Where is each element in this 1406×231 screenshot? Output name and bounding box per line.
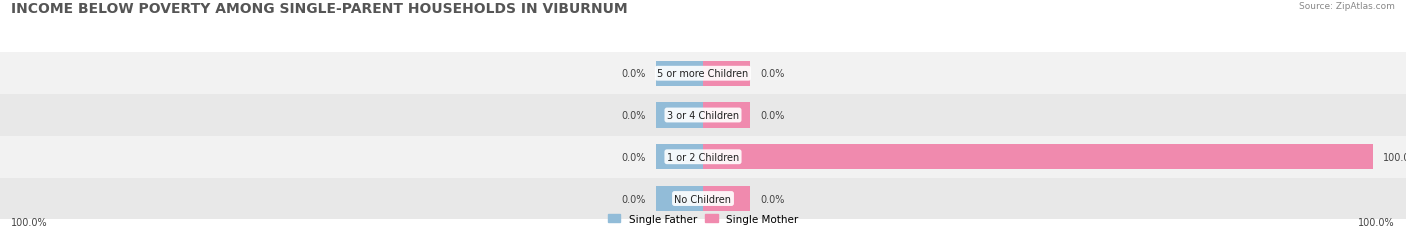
- Text: 0.0%: 0.0%: [621, 152, 647, 162]
- Text: 1 or 2 Children: 1 or 2 Children: [666, 152, 740, 162]
- Bar: [657, 61, 703, 86]
- Bar: [0, 178, 1406, 219]
- Bar: [0, 53, 1406, 95]
- Bar: [657, 145, 703, 170]
- Text: 3 or 4 Children: 3 or 4 Children: [666, 110, 740, 121]
- Bar: [657, 186, 703, 211]
- Text: 0.0%: 0.0%: [759, 194, 785, 204]
- Bar: [703, 103, 749, 128]
- Text: Source: ZipAtlas.com: Source: ZipAtlas.com: [1299, 2, 1395, 11]
- Text: No Children: No Children: [675, 194, 731, 204]
- Bar: [0, 95, 1406, 136]
- Text: 100.0%: 100.0%: [1358, 217, 1395, 227]
- Text: INCOME BELOW POVERTY AMONG SINGLE-PARENT HOUSEHOLDS IN VIBURNUM: INCOME BELOW POVERTY AMONG SINGLE-PARENT…: [11, 2, 628, 16]
- Bar: [703, 186, 749, 211]
- Bar: [703, 61, 749, 86]
- Text: 5 or more Children: 5 or more Children: [658, 69, 748, 79]
- Text: 0.0%: 0.0%: [621, 69, 647, 79]
- Text: 100.0%: 100.0%: [1382, 152, 1406, 162]
- Bar: [703, 145, 1372, 170]
- Text: 0.0%: 0.0%: [621, 110, 647, 121]
- Text: 0.0%: 0.0%: [759, 110, 785, 121]
- Text: 0.0%: 0.0%: [759, 69, 785, 79]
- Bar: [0, 136, 1406, 178]
- Text: 0.0%: 0.0%: [621, 194, 647, 204]
- Text: 100.0%: 100.0%: [11, 217, 48, 227]
- Legend: Single Father, Single Mother: Single Father, Single Mother: [606, 212, 800, 226]
- Bar: [657, 103, 703, 128]
